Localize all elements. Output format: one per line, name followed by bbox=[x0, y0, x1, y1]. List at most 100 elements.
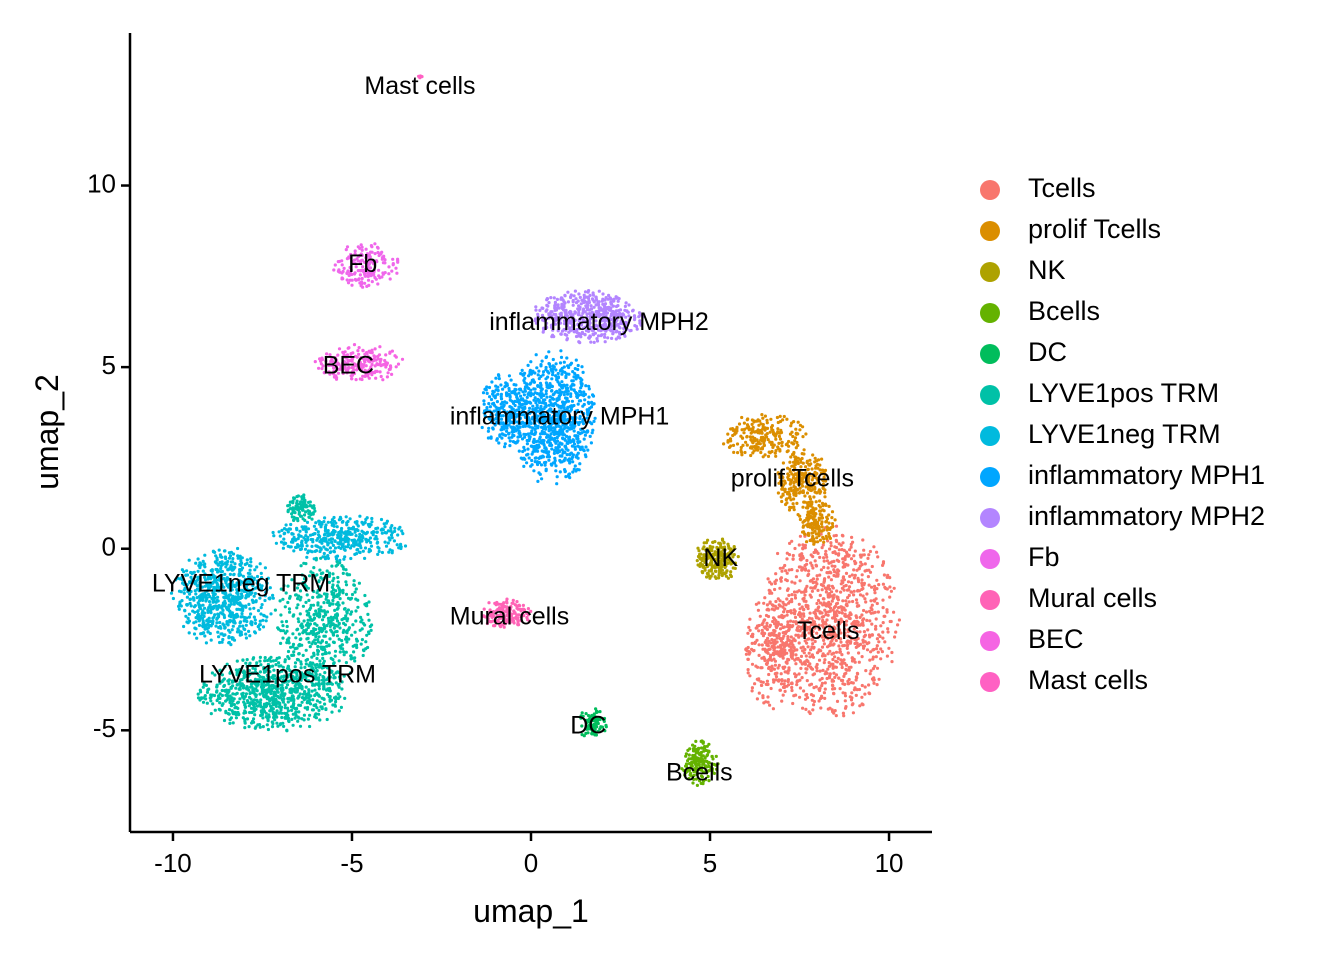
data-point bbox=[807, 631, 811, 635]
data-point bbox=[344, 583, 349, 587]
data-point bbox=[706, 538, 710, 542]
data-point bbox=[822, 528, 826, 532]
data-point bbox=[221, 637, 225, 642]
data-point bbox=[299, 514, 303, 518]
data-point bbox=[313, 641, 318, 646]
data-point bbox=[238, 630, 242, 635]
data-point bbox=[870, 603, 874, 607]
data-point bbox=[761, 694, 765, 698]
data-point bbox=[807, 710, 811, 714]
data-point bbox=[794, 653, 798, 657]
data-point bbox=[840, 548, 844, 552]
data-point bbox=[827, 624, 832, 628]
data-point bbox=[801, 543, 805, 547]
data-point bbox=[339, 529, 343, 533]
data-point bbox=[770, 607, 774, 611]
data-point bbox=[795, 569, 799, 573]
data-point bbox=[813, 529, 817, 533]
data-point bbox=[717, 576, 721, 580]
data-point bbox=[588, 719, 592, 724]
data-point bbox=[828, 547, 832, 551]
data-point bbox=[602, 716, 607, 721]
data-point bbox=[765, 421, 769, 425]
data-point bbox=[320, 707, 324, 711]
data-point bbox=[791, 557, 795, 561]
data-point bbox=[320, 609, 324, 613]
data-point bbox=[604, 725, 608, 729]
data-point bbox=[261, 677, 265, 681]
data-point bbox=[761, 680, 765, 684]
data-point bbox=[268, 657, 272, 661]
data-point bbox=[811, 577, 816, 581]
data-point bbox=[259, 698, 263, 702]
data-point bbox=[325, 610, 330, 614]
data-point bbox=[245, 664, 249, 669]
data-point bbox=[245, 658, 249, 662]
data-point bbox=[868, 672, 872, 676]
data-point bbox=[772, 680, 776, 684]
data-point bbox=[238, 620, 243, 624]
data-point bbox=[765, 621, 769, 626]
data-point bbox=[816, 606, 820, 610]
data-point bbox=[790, 430, 794, 434]
data-point bbox=[294, 516, 298, 520]
data-point bbox=[887, 646, 891, 650]
data-point bbox=[396, 533, 400, 537]
data-point bbox=[237, 713, 241, 717]
data-point bbox=[812, 537, 816, 541]
data-point bbox=[700, 739, 704, 744]
data-point bbox=[317, 676, 321, 680]
data-point bbox=[741, 443, 745, 447]
data-point bbox=[364, 603, 368, 608]
data-point bbox=[846, 679, 850, 684]
data-point bbox=[841, 644, 845, 648]
data-point bbox=[756, 445, 760, 449]
data-point bbox=[879, 624, 883, 628]
data-point bbox=[771, 653, 775, 657]
series-dc bbox=[579, 707, 608, 738]
data-point bbox=[238, 669, 242, 673]
data-point bbox=[762, 439, 766, 443]
data-point bbox=[208, 603, 212, 607]
data-point bbox=[766, 659, 770, 663]
data-point bbox=[832, 651, 836, 655]
data-point bbox=[774, 578, 779, 582]
data-point bbox=[771, 428, 775, 432]
data-point bbox=[870, 608, 874, 612]
data-point bbox=[287, 656, 291, 661]
data-point bbox=[264, 694, 269, 698]
data-point bbox=[326, 520, 330, 524]
data-point bbox=[722, 442, 726, 446]
data-point bbox=[200, 631, 204, 636]
data-point bbox=[866, 556, 870, 561]
data-point bbox=[798, 534, 803, 538]
data-point bbox=[287, 607, 292, 611]
data-point bbox=[787, 553, 792, 557]
data-point bbox=[792, 497, 796, 501]
data-point bbox=[388, 548, 392, 552]
data-point bbox=[797, 641, 801, 645]
data-point bbox=[593, 733, 597, 737]
data-point bbox=[831, 524, 835, 528]
data-point bbox=[197, 603, 201, 607]
data-point bbox=[852, 589, 856, 593]
data-point bbox=[345, 611, 349, 615]
data-point bbox=[780, 485, 785, 489]
data-point bbox=[360, 618, 364, 622]
data-point bbox=[832, 606, 837, 610]
data-point bbox=[755, 697, 760, 701]
data-point bbox=[281, 694, 285, 698]
data-point bbox=[763, 596, 767, 600]
data-point bbox=[867, 553, 871, 557]
data-point bbox=[289, 545, 293, 549]
data-point bbox=[764, 700, 768, 704]
data-point bbox=[589, 727, 593, 731]
data-point bbox=[827, 534, 832, 539]
data-point bbox=[802, 661, 806, 665]
data-point bbox=[735, 425, 739, 429]
data-point bbox=[836, 656, 840, 661]
data-point bbox=[779, 682, 784, 686]
data-point bbox=[773, 604, 778, 608]
data-point bbox=[306, 618, 310, 622]
data-point bbox=[813, 490, 817, 494]
